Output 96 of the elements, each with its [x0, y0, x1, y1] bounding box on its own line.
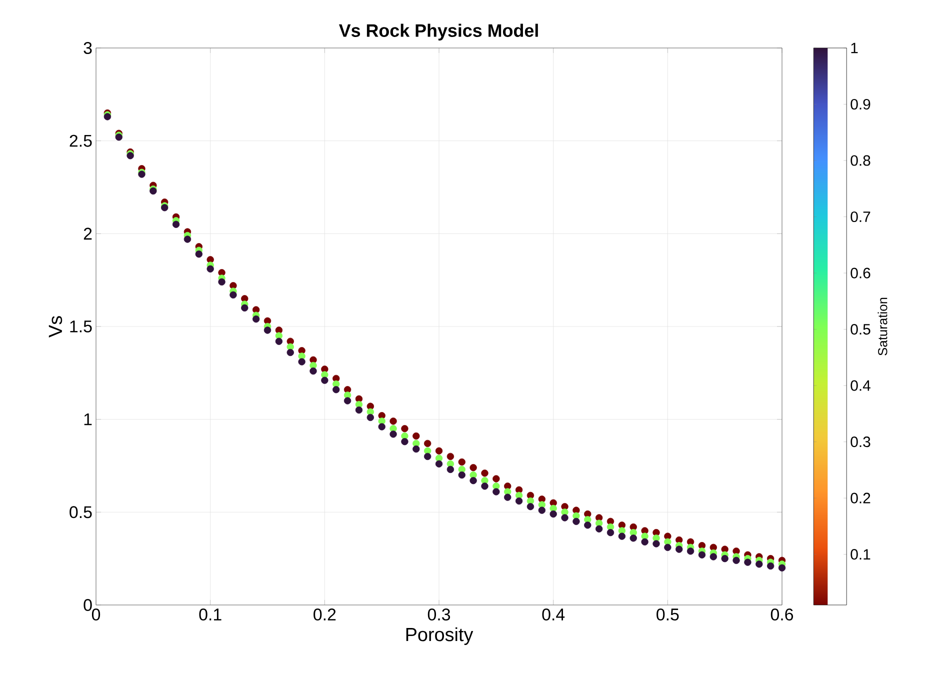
x-tick-label: 0 — [92, 608, 100, 620]
point — [412, 445, 420, 453]
point — [641, 538, 648, 546]
x-tick-label: 0.5 — [656, 608, 679, 620]
x-tick-label: 0.6 — [770, 608, 794, 620]
point — [721, 554, 728, 562]
point — [195, 250, 202, 258]
point — [504, 494, 512, 501]
point — [778, 564, 786, 572]
color-bar-label: 0.4 — [850, 380, 870, 391]
point — [664, 544, 672, 552]
point — [618, 532, 626, 540]
point — [321, 376, 328, 384]
point — [230, 291, 237, 299]
point — [390, 430, 397, 438]
point — [572, 506, 580, 514]
point — [698, 551, 706, 558]
point — [435, 447, 443, 454]
point — [470, 464, 477, 472]
point — [481, 470, 488, 477]
point — [652, 540, 660, 548]
point — [595, 525, 603, 532]
point — [172, 220, 180, 228]
point — [572, 518, 580, 526]
point — [458, 471, 466, 479]
point — [264, 326, 272, 334]
color-bar-label: 0.9 — [850, 98, 870, 110]
point — [390, 418, 397, 425]
point — [470, 477, 477, 484]
x-tick-label: 0.2 — [314, 608, 336, 620]
point — [641, 532, 648, 540]
point — [184, 236, 192, 243]
x-tick-label: 0.1 — [199, 608, 222, 620]
point — [744, 558, 752, 566]
y-tick-label: 2 — [84, 228, 92, 240]
point — [492, 488, 500, 496]
point — [630, 534, 637, 542]
point — [401, 438, 408, 446]
point — [492, 475, 500, 482]
point — [481, 482, 488, 490]
color-bar-label: 0.5 — [850, 324, 870, 335]
color-bar-label: 0.2 — [850, 492, 870, 504]
y-tick-label: 1.5 — [70, 320, 92, 332]
point — [584, 522, 592, 529]
point — [412, 432, 420, 440]
point — [458, 458, 466, 466]
point — [344, 397, 352, 404]
point — [401, 425, 408, 432]
point — [218, 278, 226, 286]
y-tick-label: 2.5 — [70, 134, 92, 147]
point — [550, 510, 557, 518]
point — [515, 497, 523, 505]
color-bar-label: 0.6 — [850, 268, 870, 278]
y-tick-label: 3 — [84, 42, 92, 54]
color-bar-label: 1 — [851, 42, 858, 54]
point — [275, 332, 283, 340]
point — [756, 560, 763, 568]
y-tick-label: 0 — [84, 598, 92, 611]
point — [435, 460, 443, 468]
point — [286, 348, 294, 356]
point — [424, 452, 432, 460]
point — [766, 562, 774, 570]
point — [446, 452, 454, 460]
point — [378, 423, 386, 430]
point — [595, 520, 603, 527]
point — [561, 514, 568, 522]
point — [686, 548, 694, 555]
point — [252, 315, 260, 323]
point — [298, 358, 306, 366]
chart-title: Vs Rock Physics Model — [338, 24, 538, 40]
color-bar-label: 0.8 — [850, 155, 870, 166]
point — [310, 367, 317, 375]
y-tick-label: 0.5 — [70, 506, 92, 518]
x-tick-label: 0.3 — [428, 608, 450, 620]
color-bar-label: 0.7 — [850, 211, 870, 222]
y-axis-title: Vs — [48, 316, 62, 338]
color-bar-label: 0.1 — [850, 549, 870, 560]
x-axis-title: Porosity — [406, 627, 474, 645]
point — [538, 506, 546, 514]
point — [526, 502, 534, 510]
point — [366, 414, 374, 422]
point — [446, 466, 454, 474]
color-bar-title: Saturation — [878, 298, 888, 356]
color-bar-label: 0.3 — [850, 436, 870, 448]
x-tick-label: 0.4 — [542, 608, 565, 620]
point — [241, 304, 248, 312]
point — [710, 553, 717, 560]
y-tick-label: 1 — [84, 413, 92, 426]
point — [206, 265, 214, 273]
point — [355, 406, 363, 414]
point — [332, 386, 340, 394]
point — [275, 338, 283, 345]
point — [676, 546, 683, 553]
point — [732, 556, 740, 564]
point — [424, 440, 432, 448]
point — [606, 528, 614, 536]
